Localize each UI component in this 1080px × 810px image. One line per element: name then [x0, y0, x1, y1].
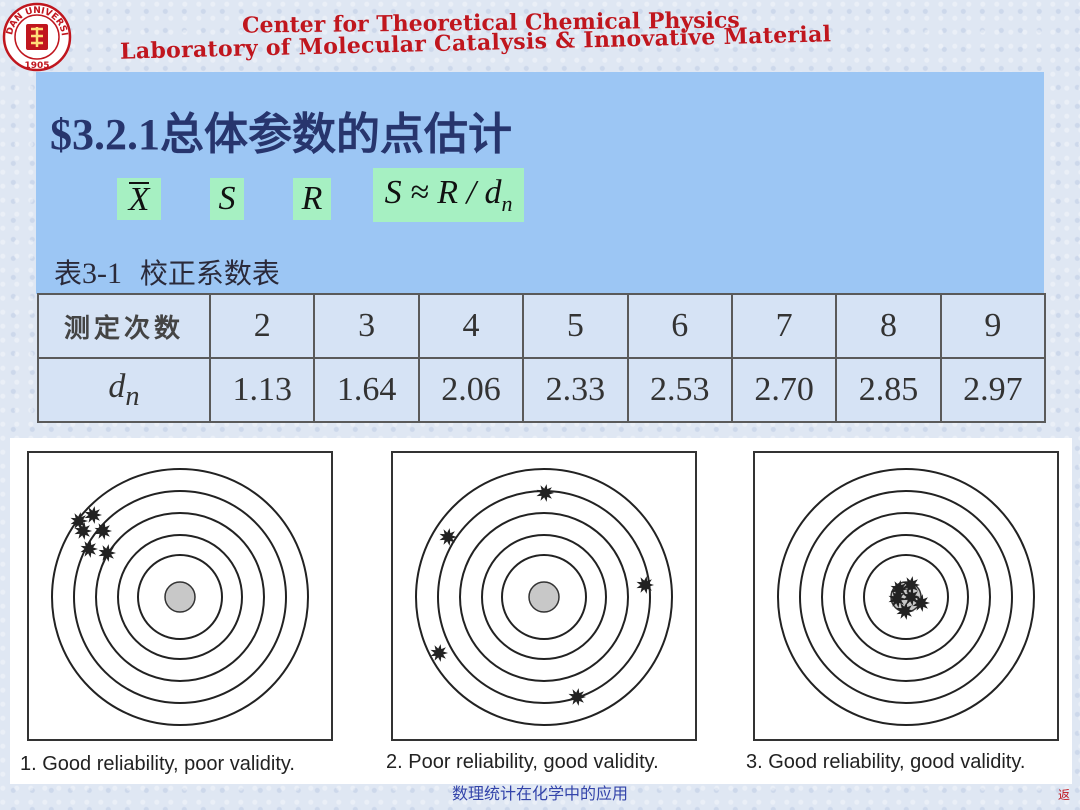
table-row: dn 1.13 1.64 2.06 2.33 2.53 2.70 2.85 2.…: [37, 357, 1047, 423]
table-row: 测定次数 2 3 4 5 6 7 8 9: [37, 293, 1047, 359]
title-prefix: $3.2.1: [50, 110, 160, 159]
shot-mark: [912, 594, 930, 612]
target-2-svg: [391, 451, 697, 741]
slide-title: $3.2.1总体参数的点估计: [50, 98, 512, 162]
table-cell: 6: [626, 293, 733, 359]
table-cell: 2.53: [626, 357, 733, 423]
figure-caption-3: 3. Good reliability, good validity.: [746, 751, 1026, 773]
table-cell: 2.33: [522, 357, 629, 423]
correction-factor-table: 测定次数 2 3 4 5 6 7 8 9 dn 1.13 1.64 2.06 2…: [37, 293, 1047, 423]
table-cell: 2.85: [835, 357, 942, 423]
return-link[interactable]: 返: [1057, 788, 1070, 802]
shot-mark: [74, 522, 92, 540]
table-cell: 7: [730, 293, 838, 359]
target-ring: [51, 468, 309, 726]
shot-mark: [94, 522, 112, 540]
target-ring: [95, 512, 265, 682]
table-cell: 2.70: [730, 357, 838, 423]
target-ring: [481, 534, 607, 660]
target-diagram-3: [753, 451, 1059, 741]
figure-caption-2: 2. Poor reliability, good validity.: [386, 751, 659, 773]
shot-mark: [890, 580, 908, 598]
shot-mark: [888, 590, 906, 608]
symbol-xbar: X: [117, 178, 161, 220]
content-panel: [36, 72, 1044, 294]
table-cell: 5: [522, 293, 629, 359]
bullseye: [528, 581, 560, 613]
target-ring: [73, 490, 287, 704]
title-text: 总体参数的点估计: [160, 109, 512, 160]
shot-mark: [902, 576, 920, 594]
symbol-s: S: [210, 178, 244, 220]
shot-mark: [902, 588, 920, 606]
target-diagram-2: [391, 451, 697, 741]
target-diagram-1: [27, 451, 333, 741]
footer-title: 数理统计在化学中的应用: [451, 784, 628, 803]
target-ring: [863, 554, 949, 640]
target-3-svg: [753, 451, 1059, 741]
shot-mark: [80, 540, 98, 558]
table-cell: 1.64: [313, 357, 420, 423]
header-banner: FUDAN UNIVERSITY 1905 Center for Theoret…: [0, 0, 1080, 72]
bullseye: [164, 581, 196, 613]
target-ring: [843, 534, 969, 660]
target-ring: [459, 512, 629, 682]
target-ring: [137, 554, 223, 640]
target-ring: [415, 468, 673, 726]
shot-mark: [98, 544, 116, 562]
target-ring: [117, 534, 243, 660]
shot-mark: [70, 512, 88, 530]
table-cell: 2: [208, 293, 316, 359]
university-seal-icon: FUDAN UNIVERSITY 1905: [0, 0, 72, 72]
table-caption: 表3-1 校正系数表: [54, 257, 280, 290]
target-ring: [821, 512, 991, 682]
shot-mark: [636, 576, 654, 594]
shot-mark: [536, 484, 554, 502]
table-cell: 2.06: [417, 357, 525, 423]
target-ring: [799, 490, 1013, 704]
shot-mark: [896, 602, 914, 620]
svg-text:1905: 1905: [24, 61, 49, 71]
shot-mark: [430, 644, 448, 662]
table-cell: 4: [417, 293, 525, 359]
shot-mark: [84, 506, 102, 524]
overbar: [129, 182, 149, 184]
row-header-measurements: 测定次数: [37, 293, 211, 359]
table-cell: 3: [313, 293, 420, 359]
shot-mark: [439, 528, 457, 546]
target-1-svg: [27, 451, 333, 741]
symbol-formula: S ≈ R / dn: [373, 168, 524, 222]
table-cell: 8: [835, 293, 942, 359]
shot-mark: [568, 688, 586, 706]
table-cell: 2.97: [939, 357, 1047, 423]
table-cell: 1.13: [208, 357, 316, 423]
symbol-r: R: [293, 178, 331, 220]
row-header-dn: dn: [37, 357, 211, 423]
table-cell: 9: [939, 293, 1047, 359]
target-ring: [777, 468, 1035, 726]
figure-caption-1: 1. Good reliability, poor validity.: [20, 753, 295, 775]
target-ring: [501, 554, 587, 640]
